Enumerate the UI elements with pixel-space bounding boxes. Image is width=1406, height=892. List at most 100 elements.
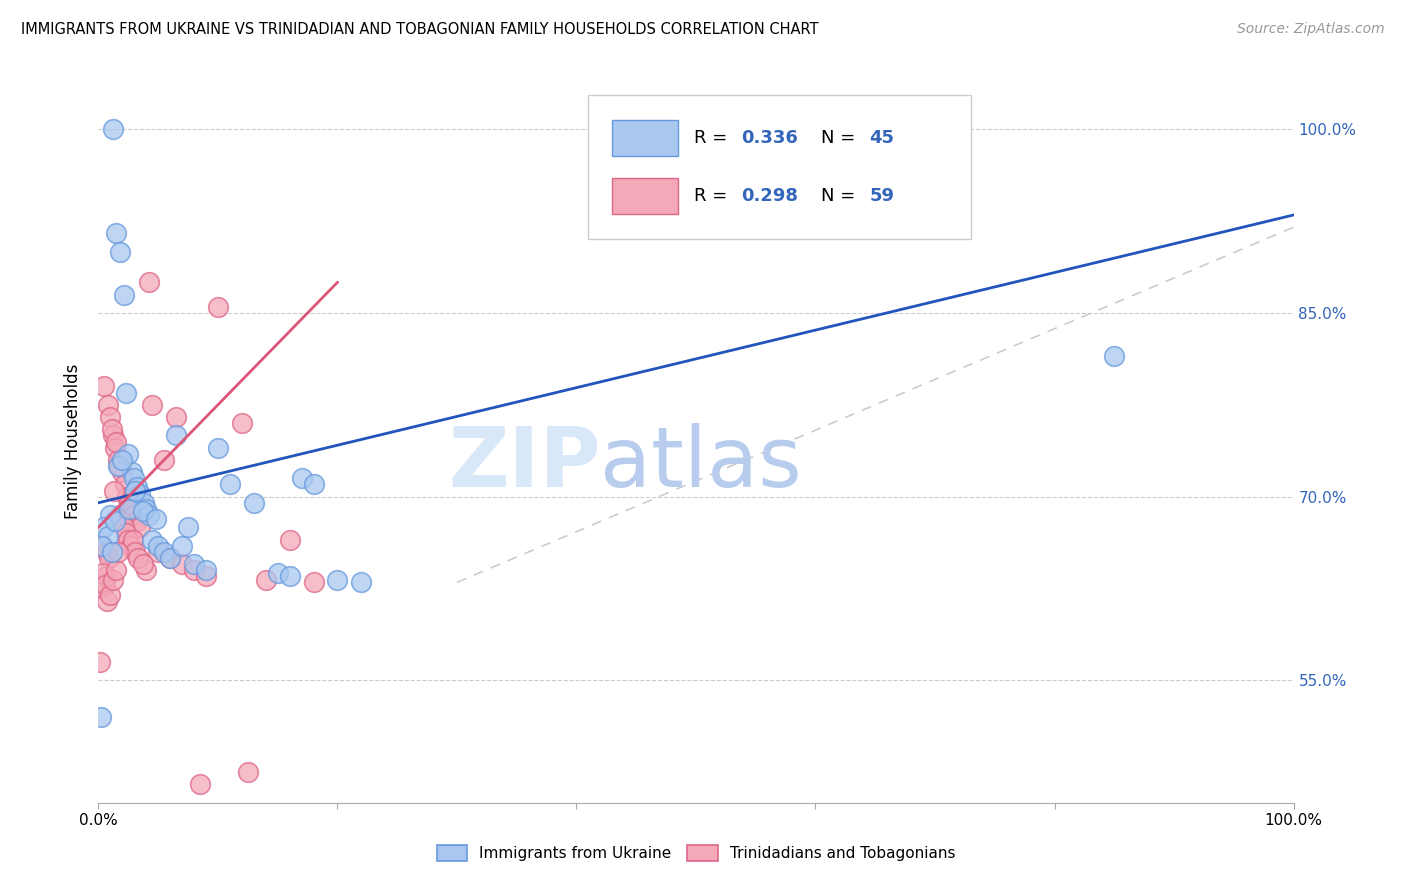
Point <box>135 502 157 516</box>
Text: Source: ZipAtlas.com: Source: ZipAtlas.com <box>1237 22 1385 37</box>
Point <box>159 550 181 565</box>
Point <box>94 578 117 592</box>
Point <box>195 569 218 583</box>
Point <box>115 526 138 541</box>
Point <box>124 471 146 485</box>
Point <box>138 508 160 522</box>
Text: ZIP: ZIP <box>449 423 600 504</box>
Point <box>91 539 114 553</box>
Point <box>243 496 266 510</box>
Point <box>207 300 229 314</box>
Point <box>100 422 122 436</box>
Point <box>148 539 170 553</box>
Text: R =: R = <box>693 187 733 205</box>
Point <box>207 441 229 455</box>
Point <box>145 511 167 525</box>
Point <box>153 453 176 467</box>
Point <box>104 514 127 528</box>
Point <box>117 447 139 461</box>
Point <box>91 575 114 590</box>
Point <box>96 593 118 607</box>
Point <box>129 520 152 534</box>
Point <box>115 385 138 400</box>
Point <box>1104 349 1126 363</box>
Point <box>94 569 117 583</box>
Point <box>118 502 141 516</box>
Point <box>267 566 290 580</box>
Point <box>118 496 141 510</box>
Point <box>107 545 129 559</box>
Text: 59: 59 <box>869 187 894 205</box>
Point <box>120 539 142 553</box>
Point <box>97 529 120 543</box>
Point <box>195 563 218 577</box>
Point <box>124 545 146 559</box>
Point <box>114 477 136 491</box>
Point <box>107 458 129 473</box>
Point <box>115 490 138 504</box>
Point <box>91 566 114 580</box>
Point <box>103 573 125 587</box>
Point <box>112 520 135 534</box>
Point <box>148 545 170 559</box>
Point <box>131 504 153 518</box>
Point <box>89 655 111 669</box>
Point <box>122 533 145 547</box>
Text: N =: N = <box>821 187 862 205</box>
Point <box>350 575 373 590</box>
Point <box>105 227 128 241</box>
Point <box>108 244 131 259</box>
Point <box>302 477 325 491</box>
Text: atlas: atlas <box>600 423 801 504</box>
Point <box>165 428 187 442</box>
Point <box>129 487 152 501</box>
Point <box>172 539 194 553</box>
FancyBboxPatch shape <box>613 178 678 214</box>
Point <box>172 557 194 571</box>
Point <box>111 453 134 467</box>
Point <box>101 428 124 442</box>
Point <box>326 573 349 587</box>
Point <box>278 569 301 583</box>
Text: 0.336: 0.336 <box>741 129 799 147</box>
Text: 45: 45 <box>869 129 894 147</box>
Point <box>135 563 157 577</box>
Point <box>97 398 120 412</box>
Point <box>93 520 115 534</box>
Point <box>110 514 132 528</box>
Point <box>183 557 205 571</box>
Point <box>121 465 143 479</box>
Point <box>125 514 148 528</box>
Point <box>90 582 112 596</box>
Point <box>105 434 128 449</box>
Point <box>183 563 205 577</box>
Point <box>104 441 127 455</box>
Point <box>112 287 135 301</box>
Point <box>91 539 114 553</box>
Text: R =: R = <box>693 129 733 147</box>
Point <box>124 483 146 498</box>
Point <box>231 416 253 430</box>
FancyBboxPatch shape <box>589 95 972 239</box>
Point <box>138 276 160 290</box>
Point <box>127 550 149 565</box>
Point <box>236 765 259 780</box>
Point <box>278 533 301 547</box>
Point <box>188 777 211 791</box>
Point <box>254 573 277 587</box>
Point <box>124 508 146 522</box>
Point <box>96 545 118 559</box>
Point <box>93 379 115 393</box>
Point <box>125 480 148 494</box>
Point <box>159 550 181 565</box>
Legend: Immigrants from Ukraine, Trinidadians and Tobagonians: Immigrants from Ukraine, Trinidadians an… <box>430 839 962 867</box>
Text: IMMIGRANTS FROM UKRAINE VS TRINIDADIAN AND TOBAGONIAN FAMILY HOUSEHOLDS CORRELAT: IMMIGRANTS FROM UKRAINE VS TRINIDADIAN A… <box>21 22 818 37</box>
Point <box>100 545 122 559</box>
Point <box>153 545 176 559</box>
Point <box>141 398 163 412</box>
Point <box>98 588 121 602</box>
Point <box>177 520 200 534</box>
FancyBboxPatch shape <box>613 120 678 156</box>
Point <box>103 483 125 498</box>
Point <box>291 471 314 485</box>
